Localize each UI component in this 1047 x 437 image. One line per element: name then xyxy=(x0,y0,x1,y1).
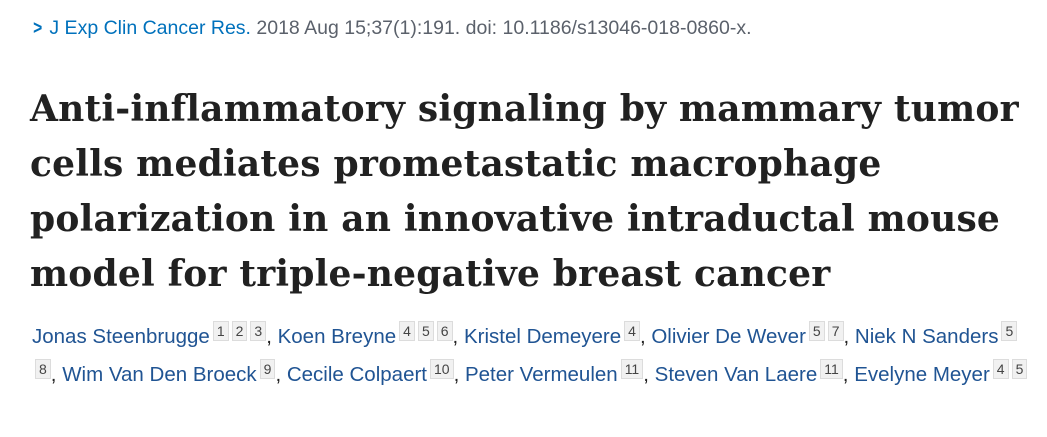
author-item: Olivier De Wever 5 7 xyxy=(651,321,844,348)
author-link[interactable]: Wim Van Den Broeck xyxy=(62,363,257,386)
affiliation-link[interactable]: 6 xyxy=(436,321,453,341)
affiliation-link[interactable]: 8 xyxy=(35,359,51,379)
affiliation-link[interactable]: 1 xyxy=(212,321,229,341)
affiliation-link[interactable]: 4 xyxy=(624,321,640,341)
affiliation-link[interactable]: 11 xyxy=(620,359,644,379)
author-link[interactable]: Kristel Demeyere xyxy=(463,325,622,348)
author-link[interactable]: Olivier De Wever xyxy=(651,325,806,348)
chevron-right-icon: > xyxy=(33,17,43,39)
affiliation-link[interactable]: 7 xyxy=(827,321,844,341)
author-item: Wim Van Den Broeck 9 xyxy=(62,359,276,386)
affiliation-link[interactable]: 5 xyxy=(417,321,434,341)
affiliation-link[interactable]: 5 xyxy=(1001,321,1018,341)
affiliation-link[interactable]: 4 xyxy=(399,321,415,341)
affiliation-link[interactable]: 11 xyxy=(820,359,843,379)
author-link[interactable]: Koen Breyne xyxy=(277,325,397,348)
author-separator: , xyxy=(842,363,849,386)
author-separator: , xyxy=(643,363,649,386)
affiliation-link[interactable]: 10 xyxy=(430,359,454,379)
author-link[interactable]: Cecile Colpaert xyxy=(286,363,427,386)
author-item: Steven Van Laere 11 xyxy=(654,359,843,386)
affiliation-link[interactable]: 3 xyxy=(250,321,267,341)
affiliation-link[interactable]: 9 xyxy=(259,359,276,379)
author-link[interactable]: Jonas Steenbrugge xyxy=(32,325,210,348)
author-separator: , xyxy=(266,325,272,348)
author-separator: , xyxy=(843,325,850,348)
affiliation-link[interactable]: 4 xyxy=(992,359,1009,379)
author-link[interactable]: Evelyne Meyer xyxy=(854,363,990,386)
affiliation-link[interactable]: 5 xyxy=(1011,359,1028,379)
author-item: Kristel Demeyere 4 xyxy=(463,321,640,348)
author-separator: , xyxy=(50,363,57,386)
author-item: Jonas Steenbrugge 1 2 3 xyxy=(32,321,267,348)
citation-line: > J Exp Clin Cancer Res. 2018 Aug 15;37(1… xyxy=(32,14,752,42)
author-item: Cecile Colpaert 10 xyxy=(286,359,454,386)
author-item: Koen Breyne 4 5 6 xyxy=(277,321,453,348)
affiliation-link[interactable]: 2 xyxy=(231,321,248,341)
authors-list: Jonas Steenbrugge 1 2 3, Koen Breyne 4 5 6, Kr… xyxy=(32,318,1032,394)
journal-link[interactable]: J Exp Clin Cancer Res. xyxy=(49,17,251,39)
author-separator: , xyxy=(453,363,460,386)
author-separator: , xyxy=(275,363,282,386)
author-link[interactable]: Peter Vermeulen xyxy=(464,363,618,386)
affiliation-link[interactable]: 5 xyxy=(808,321,825,341)
author-item: Niek N Sanders 58 xyxy=(32,321,1018,386)
author-link[interactable]: Steven Van Laere xyxy=(654,363,818,386)
author-separator: , xyxy=(639,325,646,348)
author-separator: , xyxy=(452,325,459,348)
citation-details: 2018 Aug 15;37(1):191. doi: 10.1186/s130… xyxy=(256,17,752,39)
author-link[interactable]: Niek N Sanders xyxy=(854,325,999,348)
author-item: Evelyne Meyer 4 5 xyxy=(854,359,1028,386)
author-item: Peter Vermeulen 11 xyxy=(464,359,644,386)
article-title: Anti-inflammatory signaling by mammary t… xyxy=(30,88,1019,295)
